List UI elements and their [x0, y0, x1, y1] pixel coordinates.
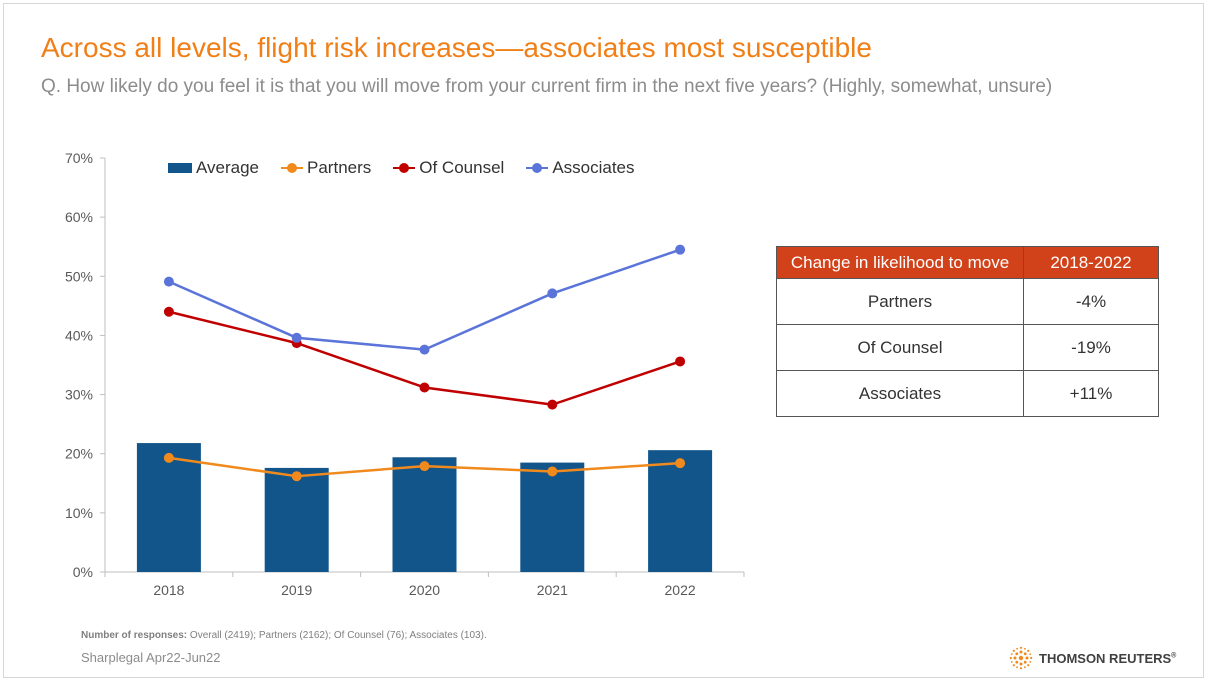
- table-row: Of Counsel -19%: [776, 324, 1159, 371]
- change-table-header-period: 2018-2022: [1023, 246, 1159, 279]
- series-line-associates: [168, 248, 681, 351]
- bar-average: [264, 467, 329, 572]
- data-point-of-counsel: [675, 356, 686, 367]
- y-tick-label: 10%: [65, 505, 93, 521]
- bar-average: [520, 462, 585, 572]
- chart-legend: Average Partners Of Counsel Associates: [168, 158, 635, 178]
- table-cell-value: -19%: [1023, 324, 1159, 371]
- data-point-of-counsel: [547, 399, 558, 410]
- bar-average: [648, 450, 713, 572]
- footnote-text: Overall (2419); Partners (2162); Of Coun…: [187, 630, 487, 641]
- y-tick-label: 20%: [65, 446, 93, 462]
- page-subtitle: Q. How likely do you feel it is that you…: [41, 76, 1053, 97]
- legend-item-average: Average: [168, 158, 259, 178]
- data-point-of-counsel: [419, 382, 430, 393]
- brand-registered-mark: ®: [1171, 652, 1177, 660]
- change-table-header: Change in likelihood to move 2018-2022: [776, 246, 1159, 279]
- x-tick-label: 2021: [537, 582, 568, 598]
- data-point-associates: [547, 288, 558, 299]
- legend-swatch-associates: [526, 162, 549, 174]
- y-tick-label: 0%: [73, 564, 93, 580]
- legend-label-associates: Associates: [552, 158, 635, 177]
- legend-label-partners: Partners: [307, 158, 372, 177]
- table-cell-label: Of Counsel: [776, 324, 1024, 371]
- legend-swatch-partners: [281, 162, 304, 174]
- table-cell-label: Partners: [776, 278, 1024, 325]
- source-note: Sharplegal Apr22-Jun22: [81, 650, 221, 665]
- data-point-partners: [675, 458, 686, 469]
- y-tick-label: 60%: [65, 209, 93, 225]
- brand-logo: THOMSON REUTERS®: [1009, 646, 1176, 670]
- change-table-header-label: Change in likelihood to move: [776, 246, 1024, 279]
- footnote-label: Number of responses:: [81, 630, 188, 641]
- thomson-reuters-logo-icon: [1009, 646, 1033, 670]
- brand-name: THOMSON REUTERS: [1039, 650, 1172, 666]
- data-point-associates: [163, 276, 174, 287]
- footnote: Number of responses: Overall (2419); Par…: [81, 630, 487, 641]
- legend-label-average: Average: [196, 158, 260, 177]
- y-tick-label: 30%: [65, 387, 93, 403]
- page-title: Across all levels, flight risk increases…: [41, 32, 872, 63]
- data-point-partners: [547, 466, 558, 477]
- data-point-partners: [419, 461, 430, 472]
- bar-average: [136, 443, 201, 572]
- bar-average: [392, 457, 457, 572]
- data-point-partners: [163, 452, 174, 463]
- x-tick-label: 2018: [153, 582, 184, 598]
- data-point-associates: [291, 332, 302, 343]
- x-tick-label: 2019: [281, 582, 312, 598]
- y-tick-label: 70%: [65, 150, 93, 166]
- legend-swatch-of-counsel: [393, 162, 416, 174]
- y-tick-label: 40%: [65, 327, 93, 343]
- table-cell-value: -4%: [1023, 278, 1159, 325]
- table-row: Partners -4%: [776, 278, 1159, 325]
- table-cell-label: Associates: [776, 370, 1024, 417]
- x-tick-label: 2022: [665, 582, 696, 598]
- data-point-associates: [675, 244, 686, 255]
- legend-item-partners: Partners: [281, 158, 371, 178]
- legend-swatch-average: [168, 163, 192, 173]
- x-tick-label: 2020: [409, 582, 440, 598]
- data-point-partners: [291, 471, 302, 482]
- legend-label-of-counsel: Of Counsel: [419, 158, 505, 177]
- legend-item-associates: Associates: [526, 158, 635, 178]
- legend-item-of-counsel: Of Counsel: [393, 158, 504, 178]
- change-table: Change in likelihood to move 2018-2022 P…: [776, 246, 1159, 417]
- data-point-associates: [419, 344, 430, 355]
- data-point-of-counsel: [163, 306, 174, 317]
- y-tick-label: 50%: [65, 268, 93, 284]
- table-row: Associates +11%: [776, 370, 1159, 417]
- table-cell-value: +11%: [1023, 370, 1159, 417]
